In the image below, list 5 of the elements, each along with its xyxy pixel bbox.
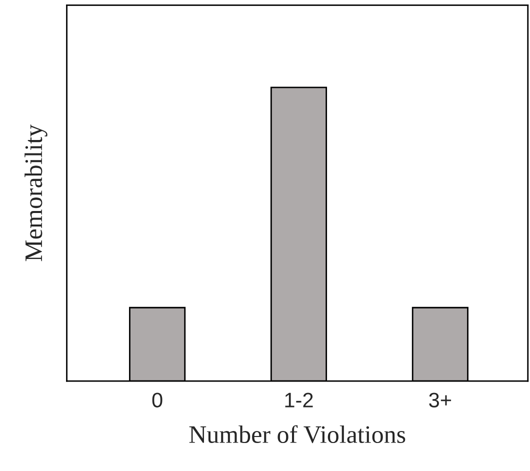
x-tick-label: 3+ [429, 392, 452, 408]
y-axis-title: Memorability [24, 124, 48, 262]
x-tick-label: 1-2 [285, 392, 313, 408]
x-tick-label: 0 [152, 392, 162, 408]
x-axis-title: Number of Violations [189, 425, 406, 444]
